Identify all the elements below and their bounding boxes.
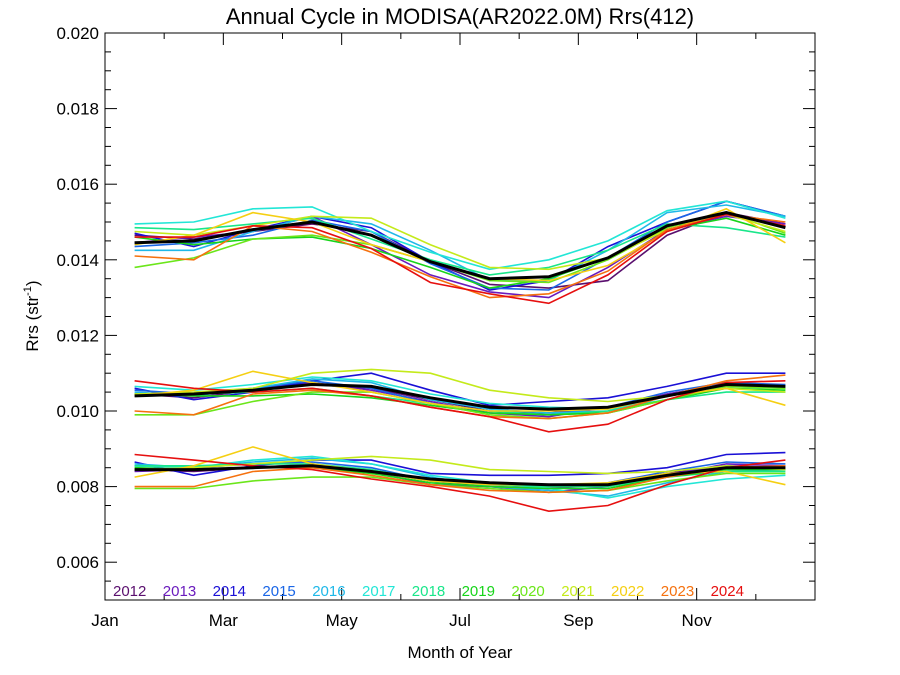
series-2015-line-1	[134, 200, 786, 291]
legend: 2012 2013 2014 2015 2016 2017 2018 2019 2020 2021…	[113, 583, 744, 600]
plot-lines	[134, 200, 786, 513]
plot-frame	[104, 32, 816, 601]
x-tick-label: Mar	[209, 611, 239, 630]
series-2020-line-3	[134, 472, 786, 494]
y-axis-label-text: Rrs (str	[23, 296, 42, 352]
x-tick-label: Sep	[563, 611, 593, 630]
series-2016-line-1	[134, 204, 786, 282]
y-tick-label: 0.006	[56, 553, 99, 572]
chart-title: Annual Cycle in MODISA(AR2022.0M) Rrs(41…	[226, 4, 694, 29]
legend-entry-2020: 2020	[511, 583, 544, 600]
legend-entry-2012: 2012	[113, 583, 146, 600]
x-tick-label: May	[326, 611, 359, 630]
y-tick-label: 0.020	[56, 24, 99, 43]
x-tick-label: Nov	[682, 611, 713, 630]
y-tick-label: 0.016	[56, 175, 99, 194]
mean-lines	[134, 211, 786, 487]
legend-entry-2024: 2024	[711, 583, 744, 600]
y-tick-label: 0.018	[56, 100, 99, 119]
mean-line-2	[134, 382, 786, 411]
x-tick-label: Jul	[449, 611, 471, 630]
y-tick-label: 0.012	[56, 326, 99, 345]
y-tick-label: 0.008	[56, 478, 99, 497]
series-2024-line-3	[134, 453, 786, 513]
y-axis-label-close: )	[23, 280, 42, 286]
y-axis-label-exponent: -1	[22, 286, 34, 296]
y-axis-label: Rrs (str-1)	[22, 280, 42, 351]
legend-entry-2017: 2017	[362, 583, 395, 600]
x-axis-label: Month of Year	[408, 643, 513, 662]
legend-entry-2016: 2016	[312, 583, 345, 600]
mean-line-1	[134, 211, 786, 281]
series-2014-line-2	[134, 372, 786, 407]
legend-entry-2013: 2013	[163, 583, 196, 600]
legend-entry-2023: 2023	[661, 583, 694, 600]
series-2017-line-1	[134, 200, 786, 271]
mean-line-3	[134, 464, 786, 487]
legend-entry-2015: 2015	[262, 583, 295, 600]
legend-entry-2021: 2021	[561, 583, 594, 600]
series-2017-line-3	[134, 455, 786, 499]
y-axis: 0.006 0.008 0.010 0.012 0.014 0.016 0.018 0.020	[56, 24, 815, 601]
series-2024-line-1	[134, 213, 786, 305]
y-tick-label: 0.010	[56, 402, 99, 421]
legend-entry-2014: 2014	[213, 583, 246, 600]
legend-entry-2022: 2022	[611, 583, 644, 600]
legend-entry-2019: 2019	[462, 583, 495, 600]
x-axis: Jan Mar May Jul Sep Nov	[91, 33, 816, 630]
legend-entry-2018: 2018	[412, 583, 445, 600]
y-tick-label: 0.014	[56, 251, 99, 270]
x-tick-label: Jan	[91, 611, 118, 630]
